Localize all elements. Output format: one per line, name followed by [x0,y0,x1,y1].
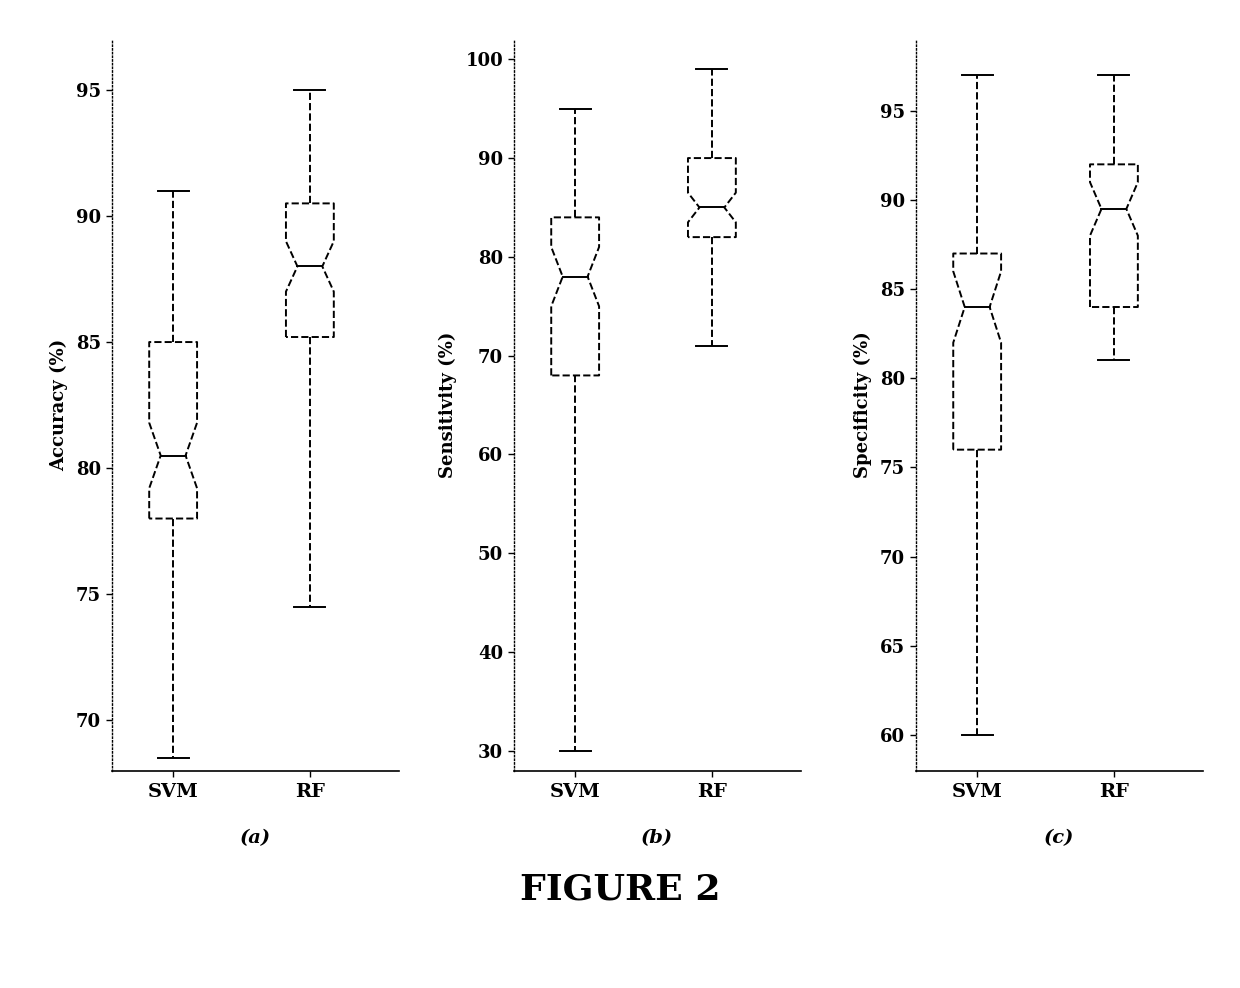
Polygon shape [149,342,197,519]
Polygon shape [688,158,735,237]
Y-axis label: Specificity (%): Specificity (%) [853,332,872,478]
Polygon shape [552,217,599,375]
Polygon shape [954,254,1001,450]
Y-axis label: Accuracy (%): Accuracy (%) [50,339,68,471]
Text: FIGURE 2: FIGURE 2 [520,872,720,906]
Polygon shape [286,204,334,337]
Text: (b): (b) [641,829,673,847]
Text: (a): (a) [239,829,270,847]
Y-axis label: Sensitivity (%): Sensitivity (%) [439,332,458,478]
Polygon shape [1090,164,1138,307]
Text: (c): (c) [1044,829,1074,847]
